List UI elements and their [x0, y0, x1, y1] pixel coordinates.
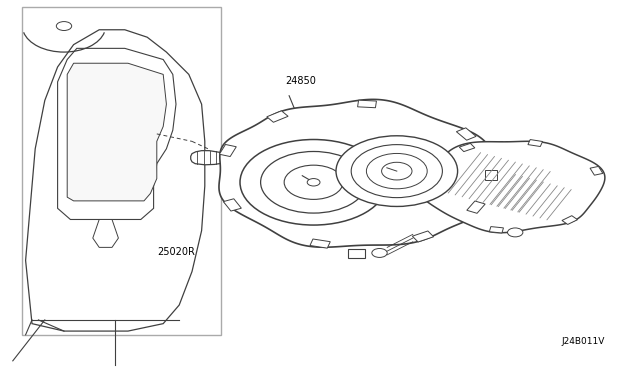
- Circle shape: [284, 165, 343, 199]
- Polygon shape: [267, 111, 288, 122]
- Polygon shape: [310, 239, 330, 248]
- Circle shape: [508, 228, 523, 237]
- Polygon shape: [223, 199, 241, 211]
- Text: 24850: 24850: [285, 76, 316, 86]
- Circle shape: [381, 162, 412, 180]
- Text: 24813: 24813: [486, 141, 517, 151]
- Polygon shape: [590, 166, 603, 175]
- Polygon shape: [191, 151, 230, 165]
- Circle shape: [260, 151, 367, 213]
- Text: J24B011V: J24B011V: [561, 337, 605, 346]
- Circle shape: [307, 179, 320, 186]
- Polygon shape: [219, 99, 501, 247]
- Circle shape: [372, 248, 387, 257]
- Polygon shape: [348, 249, 365, 258]
- Polygon shape: [456, 128, 476, 140]
- Polygon shape: [490, 227, 504, 233]
- Polygon shape: [58, 48, 176, 219]
- Polygon shape: [93, 219, 118, 247]
- Polygon shape: [528, 140, 543, 147]
- Polygon shape: [460, 143, 475, 152]
- Text: 25020R: 25020R: [157, 247, 195, 257]
- Circle shape: [336, 136, 458, 206]
- Circle shape: [351, 145, 442, 198]
- Circle shape: [240, 140, 387, 225]
- Polygon shape: [67, 63, 166, 201]
- Polygon shape: [562, 216, 577, 224]
- Polygon shape: [420, 141, 605, 232]
- Circle shape: [367, 153, 428, 189]
- Polygon shape: [412, 231, 434, 242]
- Polygon shape: [418, 190, 429, 198]
- Circle shape: [56, 22, 72, 31]
- Polygon shape: [358, 100, 376, 108]
- Polygon shape: [220, 144, 236, 157]
- Polygon shape: [467, 201, 485, 213]
- Polygon shape: [485, 170, 497, 180]
- Bar: [22, 7, 221, 335]
